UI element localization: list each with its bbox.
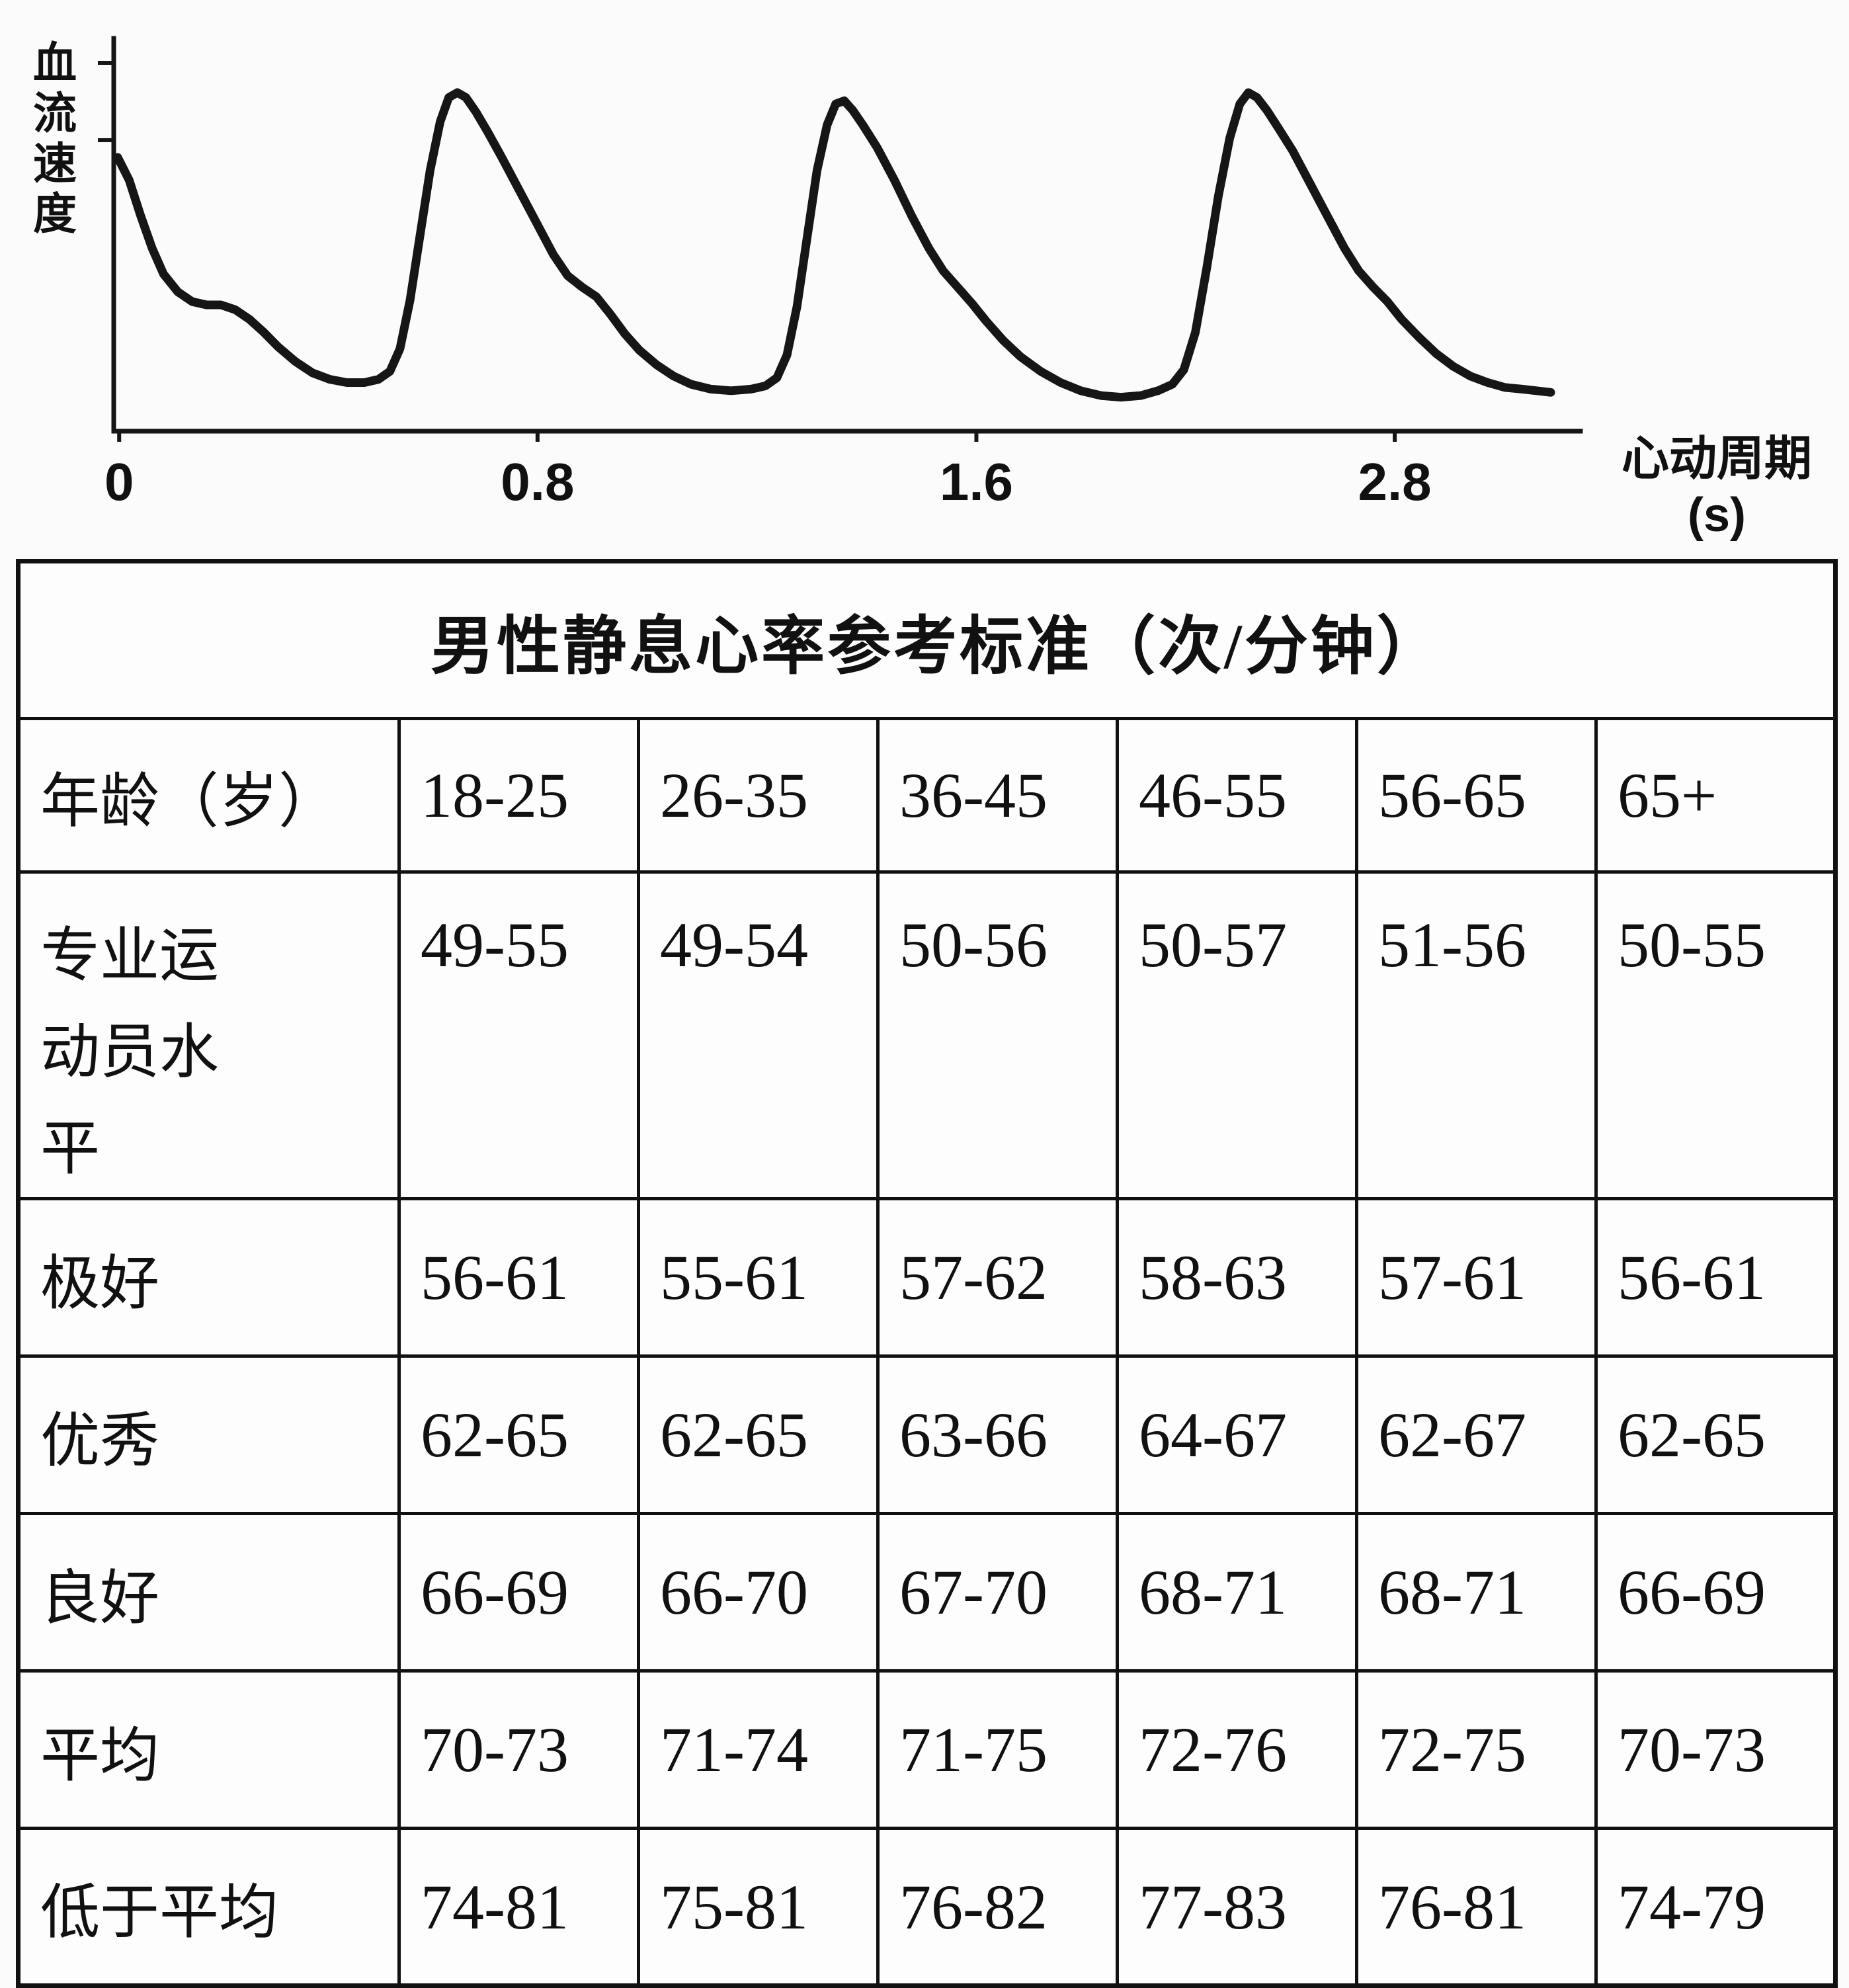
table-cell: 49-55: [397, 870, 640, 1201]
table-cell: 50-55: [1594, 870, 1837, 1201]
table-title: 男性静息心率参考标准（次/分钟）: [17, 559, 1837, 720]
table-cell: 72-75: [1355, 1669, 1598, 1831]
table-row-excellent: 极好 56-61 55-61 57-62 58-63 57-61 56-61: [17, 1197, 1837, 1358]
x-axis-ticks: 0 0.8 1.6 2.8: [104, 431, 1432, 511]
row-label: 低于平均: [17, 1827, 401, 1988]
row-label: 专业运动员水平: [17, 870, 401, 1201]
table-row-average: 平均 70-73 71-74 71-75 72-76 72-75 70-73: [17, 1669, 1837, 1831]
table-cell: 71-74: [637, 1669, 880, 1831]
x-tick-label: 2.8: [1358, 452, 1431, 511]
table-cell: 68-71: [1116, 1512, 1358, 1673]
table-cell: 76-82: [876, 1827, 1119, 1988]
table-cell: 67-70: [876, 1512, 1119, 1673]
table-cell: 63-66: [876, 1354, 1119, 1516]
x-tick-label: 1.6: [940, 452, 1013, 511]
table-cell: 62-65: [1594, 1354, 1837, 1516]
table-cell: 66-69: [397, 1512, 640, 1673]
table-cell: 18-25: [397, 717, 640, 874]
table-cell: 62-67: [1355, 1354, 1598, 1516]
table-cell: 57-62: [876, 1197, 1119, 1358]
table-cell: 71-75: [876, 1669, 1119, 1831]
y-axis-ticks: [98, 61, 114, 142]
row-label: 良好: [17, 1512, 401, 1673]
table-cell: 58-63: [1116, 1197, 1358, 1358]
table-title-row: 男性静息心率参考标准（次/分钟）: [17, 559, 1837, 720]
table-cell: 55-61: [637, 1197, 880, 1358]
table-cell: 26-35: [637, 717, 880, 874]
blood-flow-waveform: [113, 88, 1555, 402]
table-cell: 76-81: [1355, 1827, 1598, 1988]
table-cell: 56-61: [397, 1197, 640, 1358]
table-cell: 50-56: [876, 870, 1119, 1201]
row-label-text: 专业运动员水平: [40, 923, 219, 1182]
x-axis-unit: (s): [1688, 488, 1746, 542]
table-cell: 50-57: [1116, 870, 1358, 1201]
blood-flow-chart: 血流速度 0 0.8 1.6 2.8 心动周期 (s): [0, 0, 1849, 559]
table-row-below-average: 低于平均 74-81 75-81 76-82 77-83 76-81 74-79: [17, 1827, 1837, 1988]
table-cell: 49-54: [637, 870, 880, 1201]
row-label: 平均: [17, 1669, 401, 1831]
table-cell: 64-67: [1116, 1354, 1358, 1516]
table-cell: 74-81: [397, 1827, 640, 1988]
waveform-svg: 0 0.8 1.6 2.8: [98, 36, 1583, 511]
table-cell: 65+: [1594, 717, 1837, 874]
row-label: 优秀: [17, 1354, 401, 1516]
heart-rate-table: 男性静息心率参考标准（次/分钟） 年龄（岁） 18-25 26-35 36-45…: [16, 559, 1838, 1988]
table-cell: 62-65: [637, 1354, 880, 1516]
table-cell: 74-79: [1594, 1827, 1837, 1988]
table-cell: 56-61: [1594, 1197, 1837, 1358]
table-cell: 62-65: [397, 1354, 640, 1516]
table-cell: 46-55: [1116, 717, 1358, 874]
table-cell: 56-65: [1355, 717, 1598, 874]
table-row-good: 良好 66-69 66-70 67-70 68-71 68-71 66-69: [17, 1512, 1837, 1673]
table-cell: 72-76: [1116, 1669, 1358, 1831]
row-label: 年龄（岁）: [17, 717, 401, 874]
x-axis-label-text: 心动周期: [1621, 433, 1812, 485]
table-cell: 66-69: [1594, 1512, 1837, 1673]
table-row-athlete: 专业运动员水平 49-55 49-54 50-56 50-57 51-56 50…: [17, 870, 1837, 1201]
table-cell: 70-73: [397, 1669, 640, 1831]
x-tick-label: 0: [104, 452, 134, 511]
y-axis-label: 血流速度: [27, 40, 76, 241]
heart-rate-table-section: 男性静息心率参考标准（次/分钟） 年龄（岁） 18-25 26-35 36-45…: [0, 559, 1849, 1988]
x-tick-label: 0.8: [501, 452, 574, 511]
table-row-verygood: 优秀 62-65 62-65 63-66 64-67 62-67 62-65: [17, 1354, 1837, 1516]
table-cell: 70-73: [1594, 1669, 1837, 1831]
table-cell: 77-83: [1116, 1827, 1358, 1988]
table-cell: 75-81: [637, 1827, 880, 1988]
table-cell: 68-71: [1355, 1512, 1598, 1673]
table-cell: 51-56: [1355, 870, 1598, 1201]
table-row-age: 年龄（岁） 18-25 26-35 36-45 46-55 56-65 65+: [17, 717, 1837, 874]
row-label: 极好: [17, 1197, 401, 1358]
table-cell: 57-61: [1355, 1197, 1598, 1358]
x-axis-label: 心动周期 (s): [1586, 431, 1848, 544]
table-cell: 36-45: [876, 717, 1119, 874]
table-cell: 66-70: [637, 1512, 880, 1673]
